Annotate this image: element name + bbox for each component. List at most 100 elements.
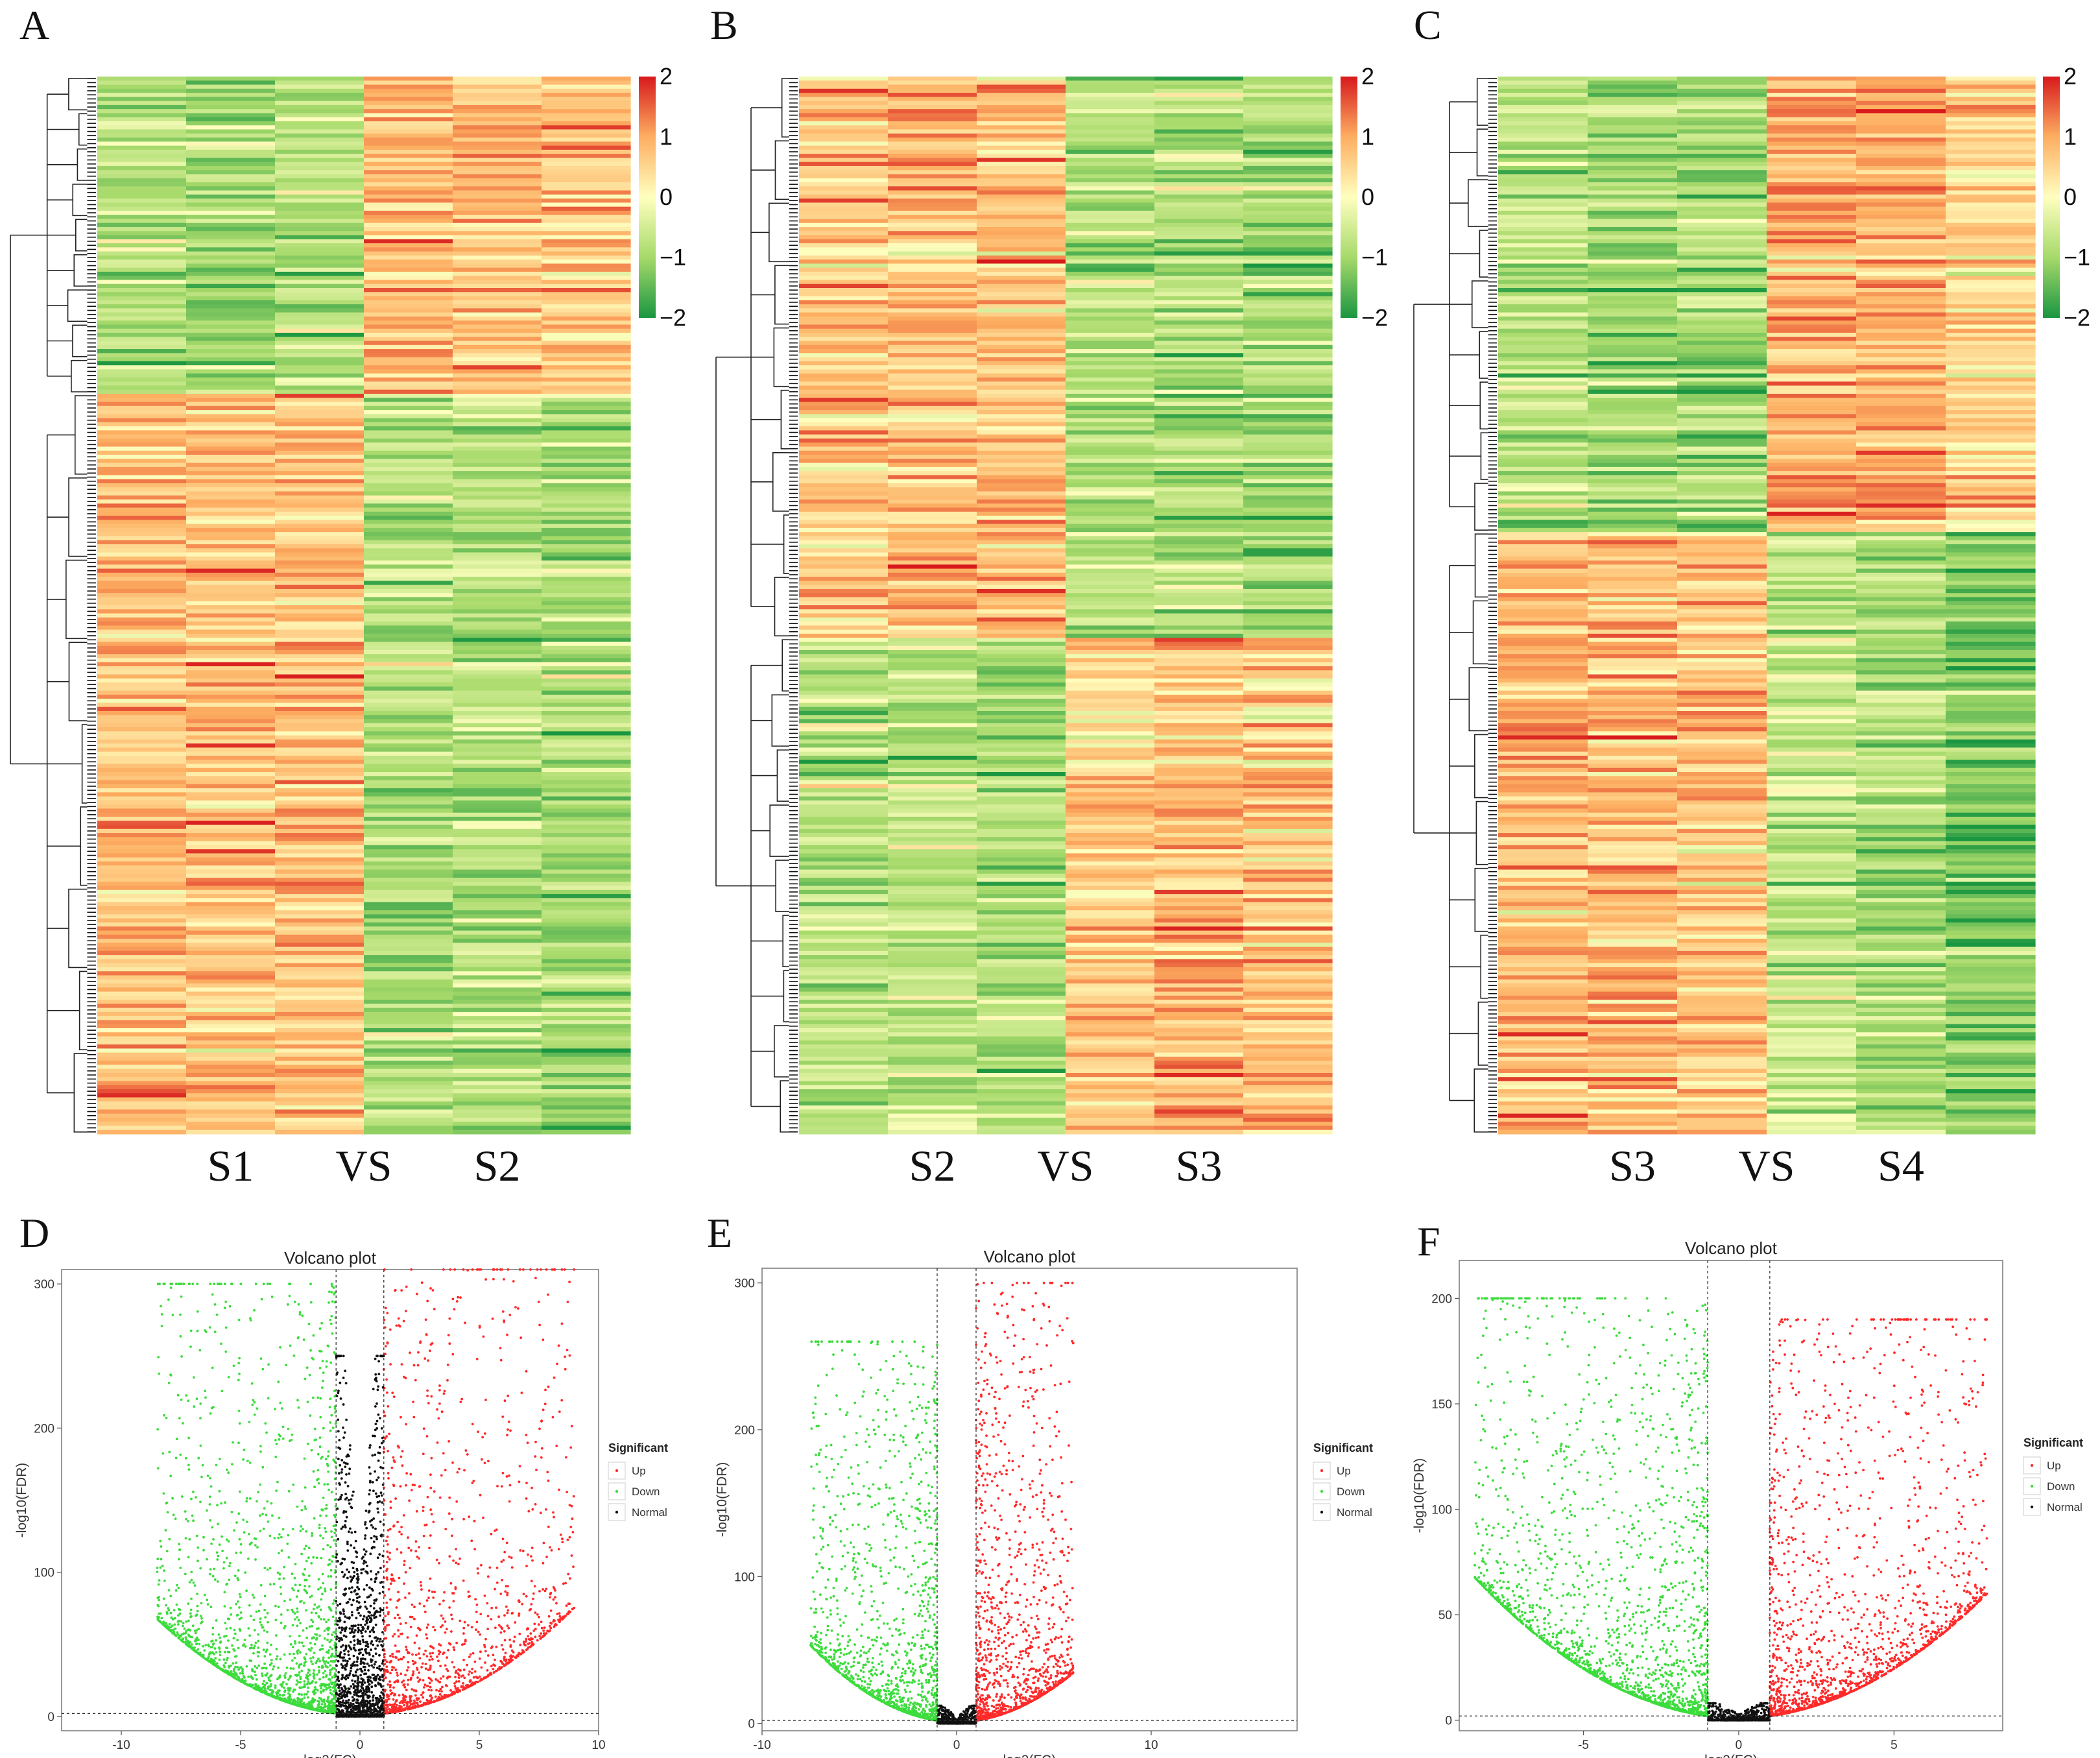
heatmap-cell — [1498, 658, 1588, 663]
heatmap-cell — [542, 605, 631, 610]
heatmap-cell — [97, 703, 187, 708]
heatmap-cell — [542, 206, 631, 211]
heatmap-cell — [1767, 556, 1857, 561]
heatmap-cell — [1243, 731, 1333, 736]
heatmap-cell — [1677, 471, 1767, 476]
heatmap-cell — [364, 796, 453, 801]
heatmap-cell — [1243, 113, 1333, 118]
heatmap-cell — [542, 645, 631, 651]
dendrogram-branch — [1474, 734, 1488, 799]
heatmap-cell — [1243, 104, 1333, 110]
heatmap-cell — [1243, 817, 1333, 821]
heatmap-cell — [1243, 361, 1333, 366]
heatmap-cell — [453, 402, 542, 407]
heatmap-cell — [453, 560, 542, 565]
heatmap-cell — [977, 337, 1066, 342]
heatmap-cell — [977, 873, 1066, 878]
heatmap-cell — [1856, 394, 1946, 398]
heatmap-cell — [1243, 674, 1333, 679]
heatmap-cell — [186, 215, 276, 220]
heatmap-cell — [1677, 686, 1767, 692]
heatmap-cell — [1677, 442, 1767, 448]
heatmap-cell — [799, 283, 889, 289]
heatmap-cell — [364, 817, 453, 821]
heatmap-cell — [1946, 300, 2036, 305]
heatmap-cell — [542, 394, 631, 398]
heatmap-cell — [888, 666, 977, 671]
heatmap-cell — [186, 500, 276, 504]
heatmap-cell — [97, 138, 187, 142]
heatmap-cell — [1856, 308, 1946, 313]
heatmap-cell — [364, 357, 453, 362]
heatmap-cell — [888, 556, 977, 561]
heatmap-cell — [1767, 308, 1857, 313]
heatmap-cell — [888, 674, 977, 679]
heatmap-cell — [1677, 455, 1767, 459]
heatmap-cell — [453, 588, 542, 594]
heatmap-cell — [186, 601, 276, 606]
heatmap-cell — [1154, 402, 1244, 407]
heatmap-cell — [888, 93, 977, 97]
heatmap-cell — [186, 796, 276, 801]
heatmap-cell — [97, 584, 187, 590]
heatmap-cell — [364, 682, 453, 687]
heatmap-cell — [1066, 1085, 1155, 1090]
heatmap-cell — [275, 853, 364, 858]
heatmap-cell — [186, 1085, 276, 1090]
heatmap-cell — [799, 459, 889, 464]
heatmap-cell — [1243, 796, 1333, 801]
heatmap-cell — [453, 271, 542, 276]
heatmap-cell — [1946, 402, 2036, 407]
heatmap-cell — [186, 784, 276, 789]
heatmap-cell — [1498, 223, 1588, 228]
heatmap-cell — [1946, 377, 2036, 382]
heatmap-cell — [1154, 446, 1244, 452]
heatmap-cell — [1588, 276, 1678, 281]
heatmap-cell — [977, 1113, 1066, 1118]
heatmap-cell — [1498, 381, 1588, 387]
heatmap-cell — [1498, 296, 1588, 301]
heatmap-cell — [1066, 690, 1155, 695]
heatmap-cell — [977, 267, 1066, 272]
heatmap-cell — [542, 459, 631, 464]
group-labels: S2 VS S3 — [909, 1141, 1223, 1190]
heatmap-cell — [1856, 597, 1946, 602]
heatmap-cell — [977, 572, 1066, 577]
heatmap-cell — [1856, 581, 1946, 586]
heatmap-cell — [364, 101, 453, 106]
heatmap-cell — [888, 117, 977, 122]
heatmap-cell — [1154, 1126, 1244, 1131]
heatmap-cell — [1243, 280, 1333, 285]
heatmap-cell — [1154, 739, 1244, 744]
heatmap-cell — [186, 178, 276, 183]
heatmap-cell — [453, 259, 542, 264]
heatmap-cell — [799, 885, 889, 891]
heatmap-cell — [453, 503, 542, 509]
heatmap-cell — [453, 772, 542, 777]
heatmap-cell — [275, 780, 364, 785]
heatmap-cell — [542, 1032, 631, 1037]
heatmap-cell — [799, 373, 889, 378]
heatmap-cell — [1946, 540, 2036, 545]
heatmap-cell — [275, 483, 364, 488]
heatmap-cell — [799, 922, 889, 927]
heatmap-cell — [1066, 353, 1155, 358]
heatmap-cell — [1154, 1093, 1244, 1098]
heatmap-cell — [453, 857, 542, 862]
heatmap-cell — [542, 1068, 631, 1074]
heatmap-cell — [888, 446, 977, 452]
heatmap-cell — [1066, 276, 1155, 281]
heatmap-cell — [1767, 638, 1857, 643]
heatmap-cell — [542, 430, 631, 435]
heatmap-cell — [1243, 1097, 1333, 1102]
heatmap-cell — [186, 812, 276, 817]
heatmap-cell — [453, 898, 542, 903]
heatmap-cell — [799, 210, 889, 215]
heatmap-cell — [1498, 625, 1588, 631]
heatmap-cell — [542, 621, 631, 626]
heatmap-cell — [1154, 796, 1244, 801]
heatmap-cell — [799, 174, 889, 179]
heatmap-cell — [1154, 104, 1244, 110]
heatmap-cell — [542, 93, 631, 97]
heatmap-cell — [1066, 666, 1155, 671]
